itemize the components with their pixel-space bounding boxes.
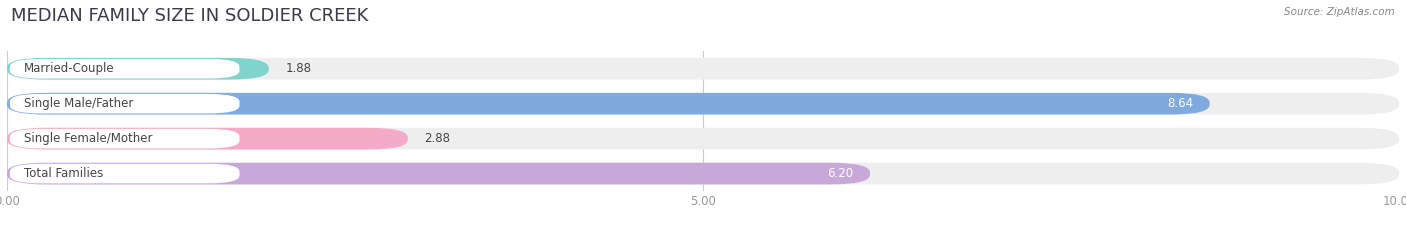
FancyBboxPatch shape [7,128,408,150]
FancyBboxPatch shape [10,164,239,183]
Text: 8.64: 8.64 [1167,97,1192,110]
FancyBboxPatch shape [7,163,870,185]
Text: Single Male/Father: Single Male/Father [24,97,134,110]
FancyBboxPatch shape [7,93,1209,115]
Text: Single Female/Mother: Single Female/Mother [24,132,152,145]
Text: 6.20: 6.20 [827,167,853,180]
FancyBboxPatch shape [7,58,269,80]
Text: MEDIAN FAMILY SIZE IN SOLDIER CREEK: MEDIAN FAMILY SIZE IN SOLDIER CREEK [11,7,368,25]
FancyBboxPatch shape [10,94,239,113]
Text: Married-Couple: Married-Couple [24,62,114,75]
FancyBboxPatch shape [7,128,1399,150]
FancyBboxPatch shape [7,93,1399,115]
FancyBboxPatch shape [7,58,1399,80]
FancyBboxPatch shape [10,59,239,79]
Text: 1.88: 1.88 [285,62,311,75]
Text: Source: ZipAtlas.com: Source: ZipAtlas.com [1284,7,1395,17]
FancyBboxPatch shape [7,163,1399,185]
FancyBboxPatch shape [10,129,239,148]
Text: 2.88: 2.88 [425,132,450,145]
Text: Total Families: Total Families [24,167,103,180]
